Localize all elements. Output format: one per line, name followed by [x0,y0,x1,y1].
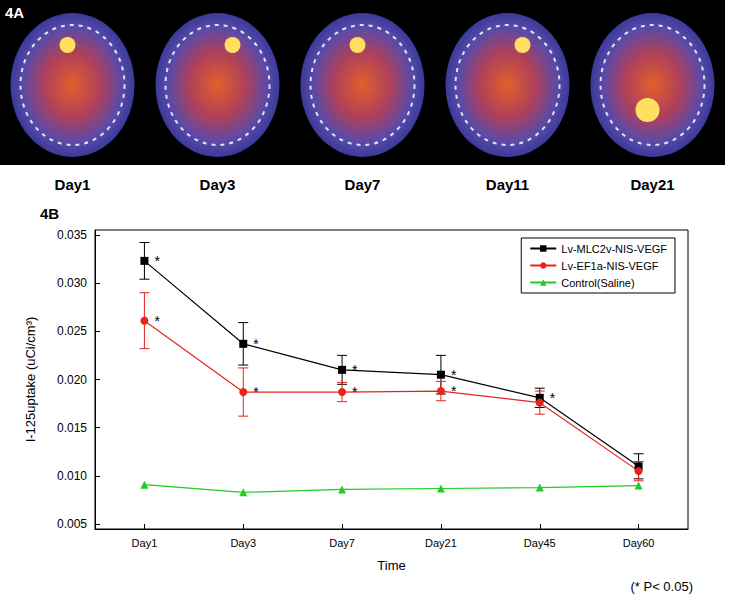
svg-text:*: * [253,384,259,400]
svg-text:0.025: 0.025 [57,324,87,338]
svg-text:Day21: Day21 [630,176,674,193]
svg-text:Day1: Day1 [132,537,158,549]
svg-text:4A: 4A [5,4,24,21]
svg-text:Day21: Day21 [425,537,457,549]
svg-text:*: * [154,253,160,269]
svg-text:*: * [451,367,457,383]
svg-text:Day3: Day3 [200,176,236,193]
svg-text:I-125uptake (uCi/cm³): I-125uptake (uCi/cm³) [23,317,38,443]
svg-text:Lv-MLC2v-NIS-VEGF: Lv-MLC2v-NIS-VEGF [561,243,667,255]
svg-text:Day45: Day45 [524,537,556,549]
svg-text:*: * [352,384,358,400]
svg-text:Day1: Day1 [55,176,91,193]
svg-text:*: * [154,313,160,329]
svg-text:4B: 4B [40,205,59,222]
svg-text:*: * [451,383,457,399]
svg-text:0.010: 0.010 [57,469,87,483]
svg-text:Day60: Day60 [623,537,655,549]
svg-text:Lv-EF1a-NIS-VEGF: Lv-EF1a-NIS-VEGF [561,260,658,272]
svg-text:*: * [352,362,358,378]
svg-text:*: * [550,390,556,406]
svg-text:0.015: 0.015 [57,421,87,435]
svg-text:*: * [253,336,259,352]
svg-text:0.020: 0.020 [57,373,87,387]
svg-text:Day11: Day11 [486,176,529,193]
svg-text:(* P< 0.05): (* P< 0.05) [630,579,693,594]
svg-text:Day7: Day7 [345,176,381,193]
svg-text:Day7: Day7 [329,537,355,549]
svg-text:0.035: 0.035 [57,228,87,242]
svg-text:Day3: Day3 [230,537,256,549]
svg-text:0.005: 0.005 [57,517,87,531]
svg-text:Control(Saline): Control(Saline) [561,277,634,289]
svg-text:0.030: 0.030 [57,276,87,290]
svg-text:Time: Time [377,558,405,573]
